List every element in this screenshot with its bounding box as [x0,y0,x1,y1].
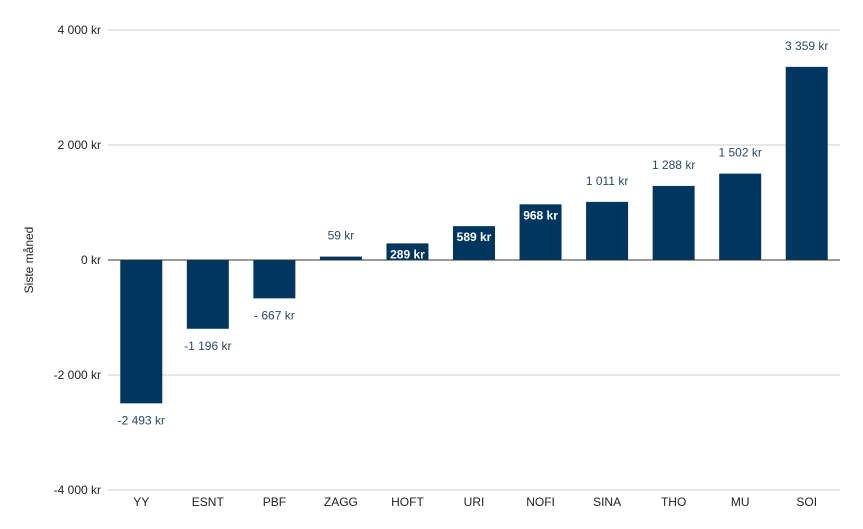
y-axis-ticks: 4 000 kr 2 000 kr 0 kr -2 000 kr -4 000 kr [54,23,101,497]
x-tick-label: ESNT [192,495,225,509]
bars [120,66,828,404]
bar-hoft [386,243,429,260]
data-label: -2 493 kr [118,413,165,427]
bar-uri [453,226,495,260]
gridlines [108,29,840,491]
x-tick-label: NOFI [526,495,555,509]
x-tick-label: SINA [593,495,621,509]
x-tick-label: HOFT [391,495,424,509]
x-tick-label: YY [133,495,149,509]
bar-tho [652,185,695,260]
x-tick-label: PBF [263,495,286,509]
x-tick-label: URI [464,495,485,509]
data-label: 59 kr [328,229,355,243]
data-labels: -2 493 kr -1 196 kr - 667 kr 59 kr 289 kr 589… [118,39,829,427]
data-label: 1 288 kr [652,158,695,172]
data-label: 3 359 kr [785,39,828,53]
data-label: 1 502 kr [719,146,762,160]
data-label: 1 011 kr [586,174,628,188]
bar-zagg [319,256,362,260]
data-label: 589 kr [457,230,492,244]
x-tick-label: SOI [796,495,817,509]
bar-yy [120,260,163,404]
data-label: 289 kr [390,247,425,261]
y-tick-label: 0 kr [81,253,101,267]
x-axis-ticks: YY ESNT PBF ZAGG HOFT URI NOFI SINA THO MU SOI [133,495,817,509]
bar-sina [586,201,629,260]
bar-esnt [186,260,229,329]
bar-soi [785,66,828,260]
data-label: - 667 kr [254,308,295,322]
y-axis-label: Siste måned [22,227,36,294]
y-tick-label: -2 000 kr [54,368,101,382]
bar-pbf [253,260,296,299]
x-tick-label: THO [661,495,686,509]
y-tick-label: 4 000 kr [58,23,101,37]
bar-mu [719,173,762,260]
bar-nofi [519,204,562,260]
y-tick-label: 2 000 kr [58,138,101,152]
data-label: -1 196 kr [184,339,231,353]
x-tick-label: ZAGG [324,495,358,509]
x-tick-label: MU [731,495,750,509]
data-label: 968 kr [523,208,558,222]
y-tick-label: -4 000 kr [54,483,101,497]
